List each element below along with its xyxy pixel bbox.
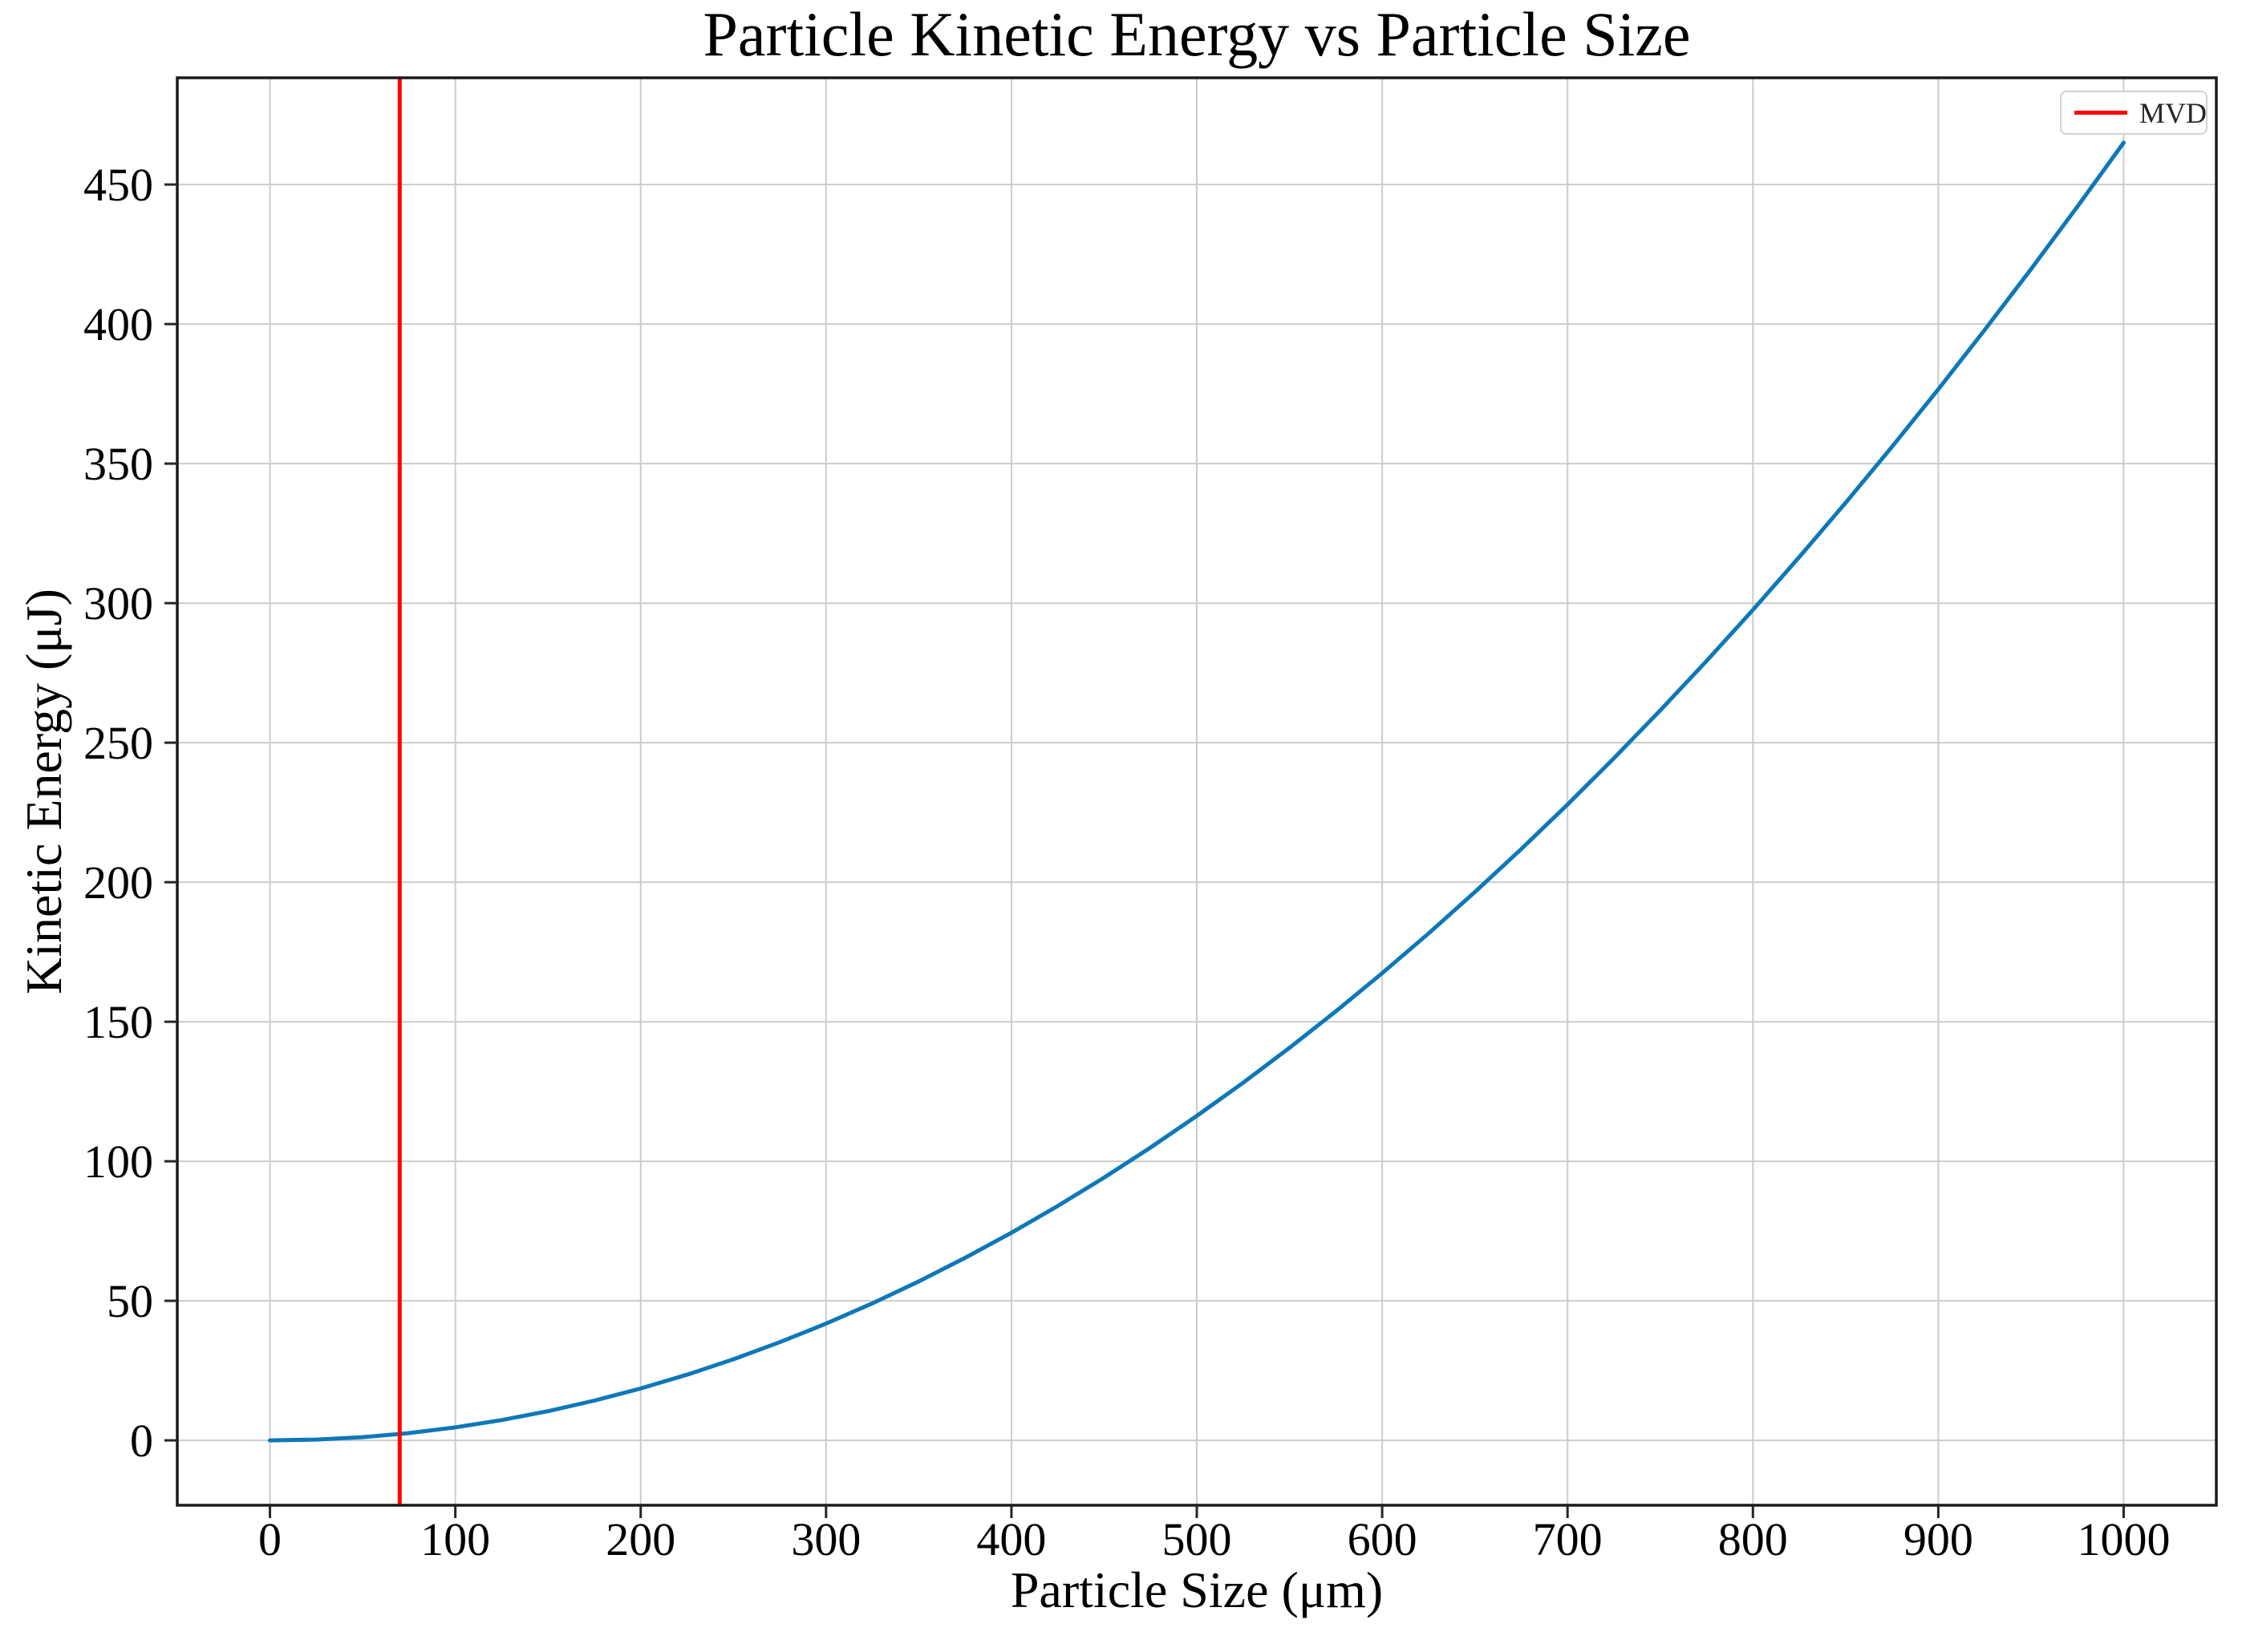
legend: MVD [2060,91,2208,135]
x-tick-label-300: 300 [791,1513,861,1565]
y-tick-label-250: 250 [83,717,153,769]
x-tick-label-900: 900 [1903,1513,1973,1565]
chart-title: Particle Kinetic Energy vs Particle Size [703,0,1691,69]
y-tick-label-200: 200 [83,856,153,909]
y-tick-label-100: 100 [83,1136,153,1188]
x-tick-label-800: 800 [1718,1513,1788,1565]
x-tick-label-400: 400 [976,1513,1046,1565]
x-tick-label-0: 0 [258,1513,282,1565]
y-tick-label-0: 0 [130,1415,153,1467]
y-tick-label-150: 150 [83,996,153,1048]
y-tick-label-300: 300 [83,577,153,630]
y-tick-label-450: 450 [83,159,153,211]
x-tick-label-600: 600 [1348,1513,1417,1565]
kinetic-energy-curve [268,140,2126,1443]
x-tick-label-500: 500 [1162,1513,1232,1565]
x-tick-label-200: 200 [606,1513,675,1565]
legend-mvd-line-sample [2074,111,2127,115]
y-tick-label-400: 400 [83,298,153,350]
y-tick-label-350: 350 [83,438,153,490]
x-tick-label-700: 700 [1533,1513,1603,1565]
x-axis-label: Particle Size (μm) [1010,1561,1384,1618]
x-tick-label-1000: 1000 [2077,1513,2170,1565]
x-tick-label-100: 100 [420,1513,490,1565]
y-tick-label-50: 50 [107,1275,153,1327]
legend-mvd-label: MVD [2139,96,2208,129]
